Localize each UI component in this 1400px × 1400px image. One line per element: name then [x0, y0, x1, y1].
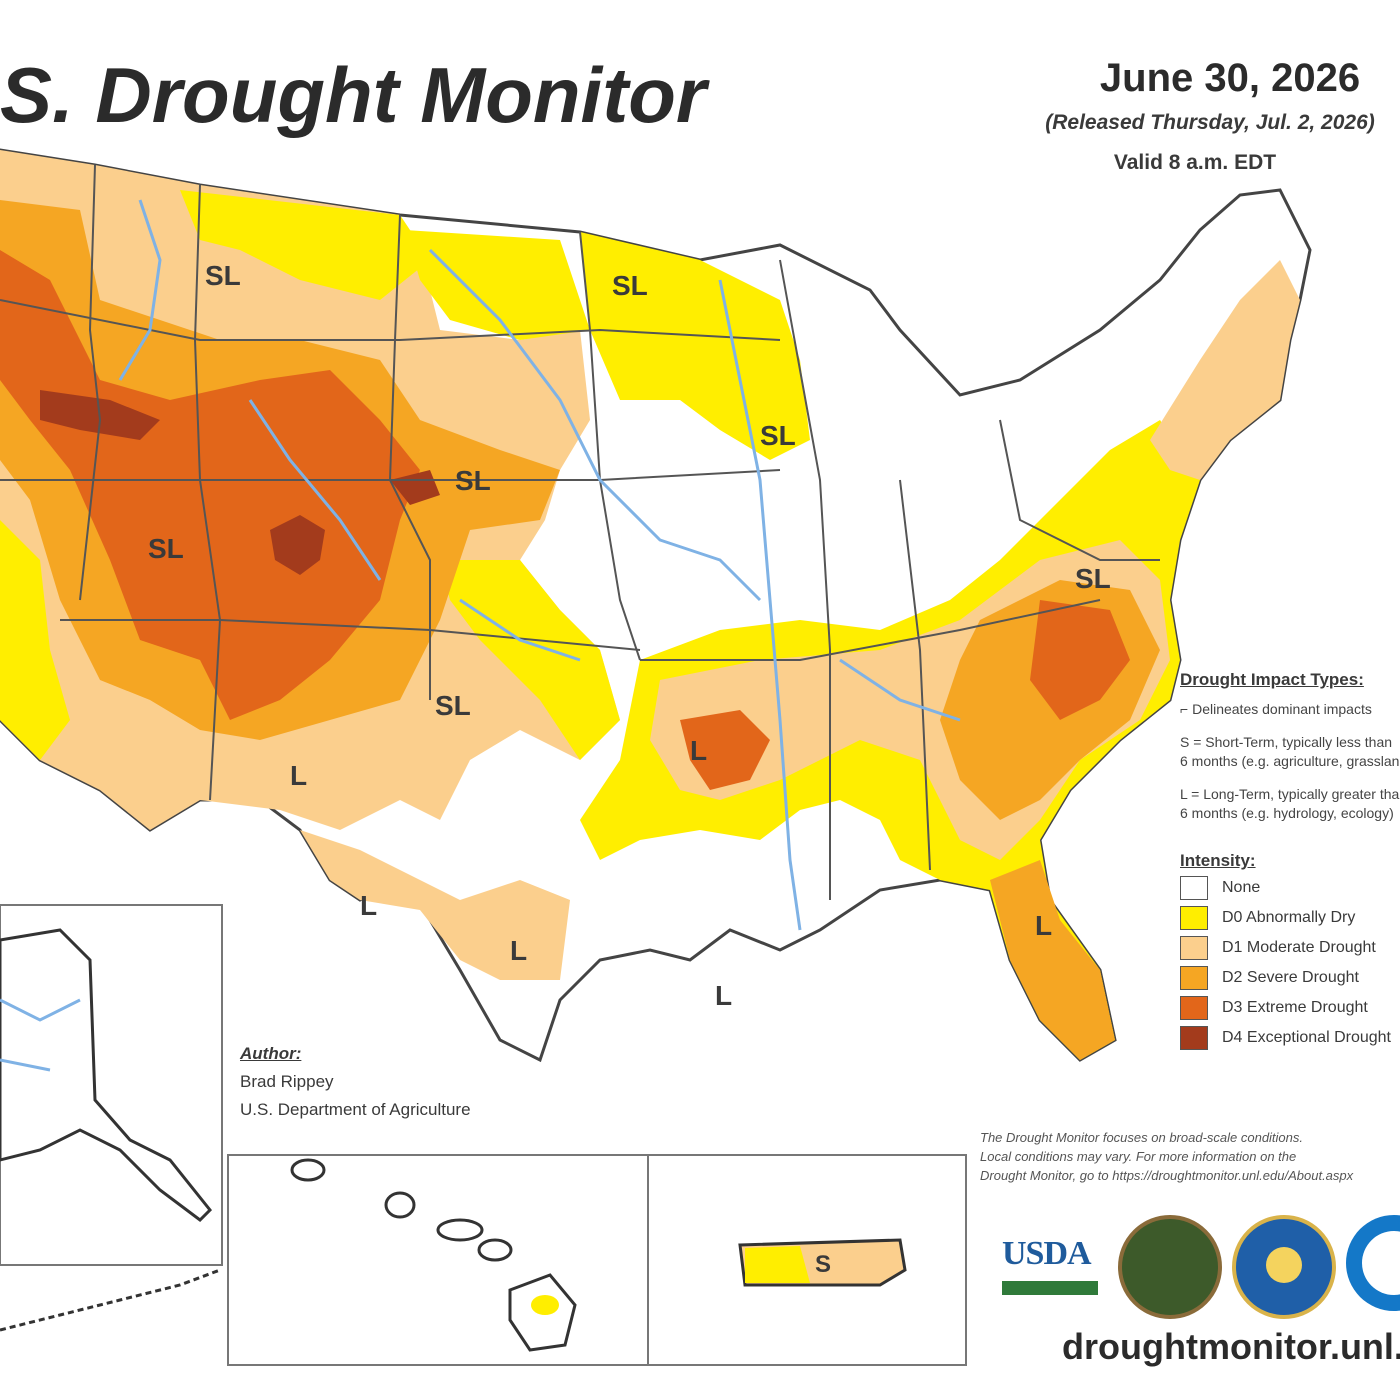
impact-label-l: L	[1035, 910, 1052, 941]
legend-delineates: ⌐ Delineates dominant impacts	[1180, 700, 1400, 719]
legend-item: None	[1180, 873, 1400, 903]
legend-item: D0 Abnormally Dry	[1180, 903, 1400, 933]
drought-area-d0-montana	[180, 190, 430, 300]
impact-label-l: L	[510, 935, 527, 966]
impact-label-sl: SL	[435, 690, 471, 721]
legend-swatch	[1180, 935, 1208, 960]
hawaii-d0-area	[531, 1295, 559, 1315]
map-title: S. Drought Monitor	[0, 51, 707, 139]
drought-area-d4-colorado	[270, 515, 325, 575]
drought-area-d0-plains	[440, 560, 620, 760]
legend-item-label: D1 Moderate Drought	[1222, 939, 1376, 956]
legend-short-term-2: 6 months (e.g. agriculture, grasslands)	[1180, 753, 1400, 769]
drought-area-southeast-d3	[1030, 600, 1130, 720]
legend-swatch	[1180, 995, 1208, 1020]
impact-label-l: L	[360, 890, 377, 921]
puerto-rico-d0-area	[745, 1246, 810, 1283]
map-date: June 30, 2026	[1099, 56, 1361, 100]
legend-long-term-2: 6 months (e.g. hydrology, ecology)	[1180, 805, 1394, 821]
usda-logo-text: USDA	[1002, 1235, 1092, 1272]
legend-short-term-1: S = Short-Term, typically less than	[1180, 734, 1393, 750]
legend-swatch	[1180, 905, 1208, 930]
website-url[interactable]: droughtmonitor.unl.edu	[1062, 1326, 1400, 1367]
legend-item-label: None	[1222, 879, 1261, 896]
impact-label-l: L	[290, 760, 307, 791]
disclaimer: The Drought Monitor focuses on broad-sca…	[980, 1128, 1400, 1208]
legend-impact-heading: Drought Impact Types:	[1180, 670, 1364, 689]
drought-area-d0-california	[0, 520, 70, 760]
doc-logo	[1232, 1215, 1336, 1319]
impact-label-l: L	[715, 980, 732, 1011]
legend-swatch	[1180, 1025, 1208, 1050]
impact-label-l: L	[690, 735, 707, 766]
disclaimer-line: Local conditions may vary. For more info…	[980, 1149, 1297, 1164]
rivers	[118, 199, 961, 931]
drought-area-texas-d1	[300, 830, 570, 980]
drought-area-tennessee-d3	[680, 710, 770, 790]
legend-item-label: D3 Extreme Drought	[1222, 999, 1368, 1016]
legend-swatch	[1180, 875, 1208, 900]
aleutian-islands	[0, 1268, 221, 1332]
impact-label-sl: SL	[205, 260, 241, 291]
drought-area-upper-midwest-d0	[580, 232, 810, 460]
legend-item-label: D0 Abnormally Dry	[1222, 909, 1356, 926]
release-date: (Released Thursday, Jul. 2, 2026)	[1045, 111, 1375, 134]
noaa-logo	[1346, 1215, 1400, 1311]
drought-area-florida-d2	[990, 860, 1115, 1060]
alaska-rivers	[0, 998, 81, 1072]
legend-long-term-1: L = Long-Term, typically greater than	[1180, 786, 1400, 802]
drought-area-northeast-d1	[1150, 260, 1300, 480]
partner-logos: USDA	[1000, 1215, 1400, 1319]
disclaimer-line: Drought Monitor, go to https://droughtmo…	[980, 1168, 1354, 1183]
impact-label-sl: SL	[760, 420, 796, 451]
author-label: Author:	[240, 1044, 302, 1063]
valid-time: Valid 8 a.m. EDT	[1113, 151, 1277, 174]
legend-delineates-text: Delineates dominant impacts	[1192, 701, 1372, 717]
puerto-rico-impact-label: S	[815, 1251, 831, 1278]
legend-item: D1 Moderate Drought	[1180, 933, 1400, 963]
legend: Drought Impact Types: ⌐ Delineates domin…	[1180, 668, 1400, 1128]
legend-item: D3 Extreme Drought	[1180, 993, 1400, 1023]
impact-label-sl: SL	[455, 465, 491, 496]
drought-area-d4-nebraska	[390, 470, 440, 505]
impact-label-sl: SL	[1075, 563, 1111, 594]
impact-labels: SL SL SL SL SL SL SL L L L L L L	[148, 260, 1111, 1011]
legend-item-label: D2 Severe Drought	[1222, 969, 1359, 986]
alaska-outline	[0, 928, 213, 1222]
delineation-line-icon: ⌐	[1180, 701, 1189, 717]
impact-label-sl: SL	[148, 533, 184, 564]
drought-area-d3-west	[0, 250, 420, 720]
legend-item: D4 Exceptional Drought	[1180, 1023, 1400, 1053]
usda-logo: USDA	[1000, 1215, 1100, 1311]
author-org: U.S. Department of Agriculture	[240, 1100, 471, 1119]
legend-intensity-list: None D0 Abnormally Dry D1 Moderate Drought…	[1180, 873, 1400, 1053]
impact-label-sl: SL	[612, 270, 648, 301]
legend-swatch	[1180, 965, 1208, 990]
ndmc-logo	[1118, 1215, 1222, 1319]
legend-item: D2 Severe Drought	[1180, 963, 1400, 993]
legend-intensity-heading: Intensity:	[1180, 851, 1256, 870]
author-block: Author: Brad Rippey U.S. Department of A…	[240, 1040, 620, 1140]
author-name: Brad Rippey	[240, 1072, 334, 1091]
legend-item-label: D4 Exceptional Drought	[1222, 1029, 1391, 1046]
hawaii-inset-frame	[227, 1154, 649, 1366]
disclaimer-line: The Drought Monitor focuses on broad-sca…	[980, 1130, 1304, 1145]
drought-area-d0-dakotas	[405, 230, 590, 340]
